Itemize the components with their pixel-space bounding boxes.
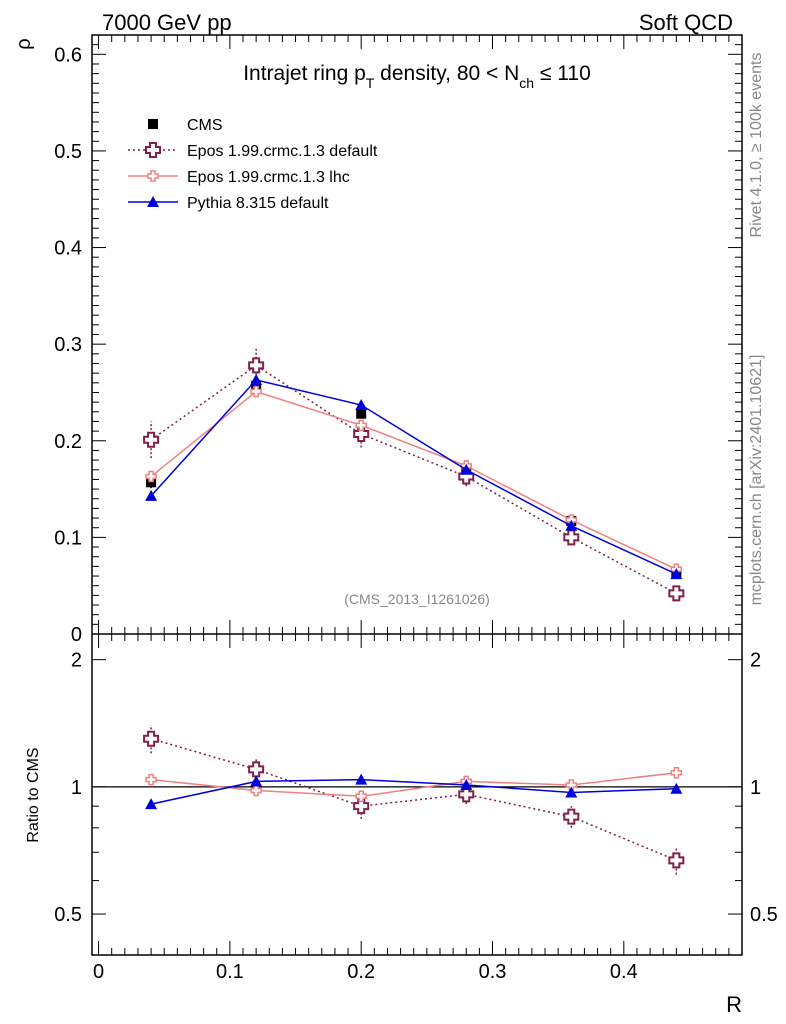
x-axis-label: R — [726, 992, 742, 1017]
data-point-top — [563, 529, 580, 546]
plot-title: Intrajet ring pT density, 80 < Nch ≤ 110 — [243, 62, 591, 91]
series-line-ratio — [150, 737, 677, 862]
data-point-top — [668, 585, 685, 602]
x-tick-label: 0.4 — [610, 961, 638, 983]
data-point-ratio — [250, 784, 262, 797]
data-point-top — [250, 373, 263, 385]
y-tick-label-top: 0.3 — [54, 334, 82, 356]
data-point-ratio — [355, 790, 367, 803]
data-point-top — [146, 477, 157, 488]
y-tick-label-bottom-right: 2 — [750, 650, 761, 672]
y-tick-label-top: 0 — [71, 624, 82, 646]
legend-marker — [147, 196, 159, 207]
x-tick-label: 0.2 — [347, 961, 375, 983]
data-point-ratio — [145, 773, 157, 786]
data-point-ratio — [458, 786, 475, 803]
y-tick-label-top: 0.4 — [54, 238, 82, 260]
y-tick-label-top: 0.2 — [54, 431, 82, 453]
series-line-ratio — [150, 778, 677, 805]
y-tick-label-bottom: 0.5 — [54, 904, 82, 926]
category-label: Soft QCD — [639, 10, 733, 35]
x-tick-label: 0.1 — [216, 961, 244, 983]
data-point-ratio — [355, 773, 368, 785]
y-tick-label-bottom-right: 1 — [750, 777, 761, 799]
data-point-top — [356, 408, 367, 419]
legend-label: Epos 1.99.crmc.1.3 lhc — [187, 169, 350, 186]
data-point-top — [250, 385, 262, 398]
data-point-ratio — [668, 852, 685, 869]
legend-marker — [145, 142, 161, 158]
series-line-ratio — [151, 771, 677, 798]
data-point-top — [670, 568, 683, 580]
data-point-top — [565, 519, 578, 531]
rivet-label: Rivet 4.1.0, ≥ 100k events — [748, 53, 765, 238]
plot-frame — [91, 34, 743, 956]
y-tick-label-bottom: 2 — [71, 650, 82, 672]
data-point-ratio — [670, 782, 683, 794]
data-point-ratio — [353, 798, 370, 815]
series-line-top — [150, 364, 677, 595]
mcplots-label: mcplots.cern.ch [arXiv:2401.10621] — [748, 355, 765, 606]
x-tick-label: 0.3 — [479, 961, 507, 983]
data-point-top — [143, 431, 160, 448]
energy-label: 7000 GeV pp — [102, 10, 232, 35]
data-point-top — [355, 399, 368, 411]
y-axis-label-bottom: Ratio to CMS — [25, 747, 42, 842]
legend-label: Pythia 8.315 default — [187, 195, 329, 212]
data-point-ratio — [565, 779, 578, 791]
legend-marker — [147, 170, 159, 182]
data-point-ratio — [565, 786, 578, 798]
y-tick-label-bottom: 1 — [71, 777, 82, 799]
data-point-ratio — [563, 808, 580, 825]
data-point-ratio — [460, 779, 473, 791]
data-point-top — [251, 380, 262, 391]
legend-marker — [148, 119, 158, 129]
y-tick-label-top: 0.6 — [54, 44, 82, 66]
legend-label: Epos 1.99.crmc.1.3 default — [187, 143, 378, 160]
series-line-top — [150, 379, 677, 575]
data-point-top — [355, 419, 367, 432]
data-point-top — [145, 489, 158, 501]
analysis-id: (CMS_2013_I1261026) — [344, 591, 490, 607]
y-axis-label-top: ρ — [13, 38, 35, 49]
data-point-top — [248, 357, 265, 374]
data-point-ratio — [250, 775, 263, 787]
x-tick-label: 0 — [93, 961, 104, 983]
data-point-top — [460, 463, 473, 475]
data-point-ratio — [248, 761, 265, 778]
legend-label: CMS — [187, 117, 223, 134]
y-tick-label-bottom-right: 0.5 — [750, 904, 778, 926]
series-line-top — [150, 390, 677, 570]
data-point-top — [353, 426, 370, 443]
data-point-ratio — [143, 730, 160, 747]
data-point-top — [145, 470, 157, 483]
y-tick-label-top: 0.1 — [54, 527, 82, 549]
data-point-ratio — [145, 798, 158, 810]
y-tick-label-top: 0.5 — [54, 141, 82, 163]
data-point-ratio — [670, 766, 683, 779]
